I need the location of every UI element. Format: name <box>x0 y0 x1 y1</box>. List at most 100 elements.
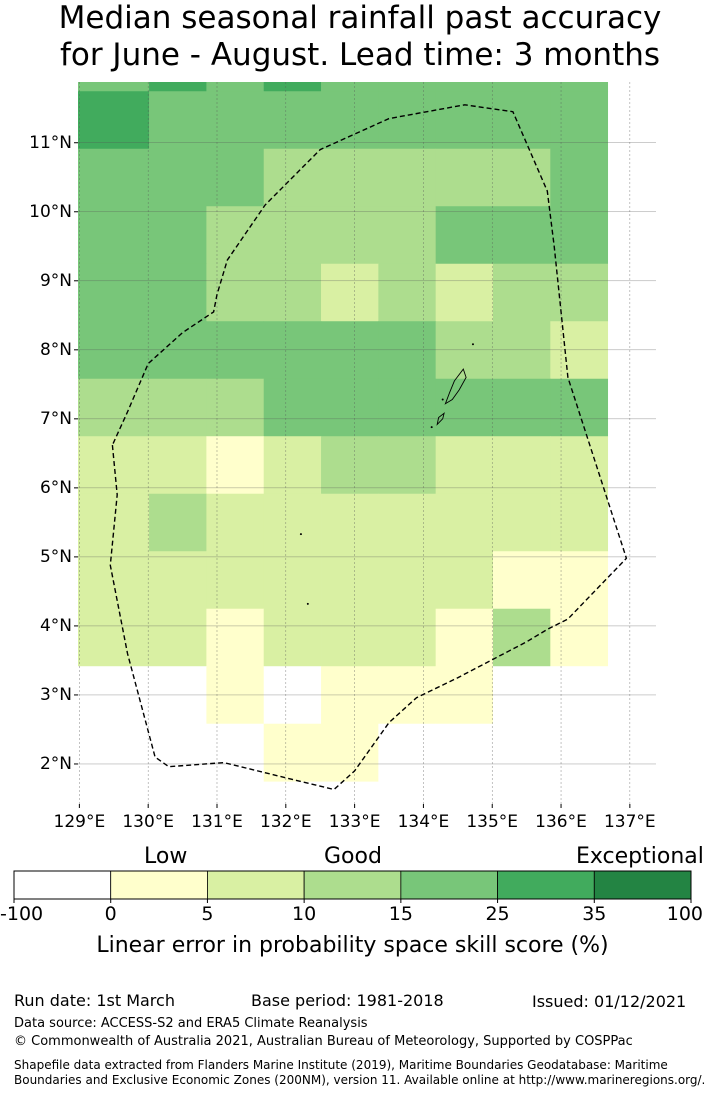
colorbar-header-low: Low <box>144 844 188 869</box>
grid-cell <box>78 263 150 322</box>
grid-cell <box>263 206 322 265</box>
islet-dot <box>471 343 474 346</box>
grid-cell <box>149 206 207 265</box>
grid-cell <box>435 148 494 207</box>
eez-boundary <box>109 104 628 791</box>
grid-cell <box>149 378 207 437</box>
lon-tick-label: 130°E <box>122 812 175 832</box>
grid-cell <box>263 321 322 380</box>
grid-cell <box>78 206 150 265</box>
lon-tick-label: 135°E <box>466 812 519 832</box>
axis-ticks <box>74 142 631 808</box>
grid-cell <box>435 493 494 552</box>
grid-cell <box>206 148 265 207</box>
grid-cell <box>149 82 207 92</box>
grid-cell <box>78 608 150 667</box>
grid-cell <box>550 263 609 322</box>
base-period: Base period: 1981-2018 <box>251 991 444 1010</box>
grid-cell <box>378 723 437 782</box>
grid-cell <box>493 0 551 34</box>
grid-cell <box>206 551 265 610</box>
grid-cell <box>264 0 322 34</box>
grid-cell <box>149 493 207 552</box>
grid-cell <box>550 91 609 150</box>
lat-tick-label: 11°N <box>29 132 72 153</box>
grid-cell <box>321 206 379 265</box>
grid-cell <box>321 551 379 610</box>
grid-cell <box>321 378 379 437</box>
grid-cell <box>435 723 494 782</box>
grid-cell <box>435 551 494 610</box>
grid-cell <box>321 723 379 782</box>
colorbar-frame <box>13 870 692 900</box>
grid-cell <box>378 493 437 552</box>
lat-tick-label: 7°N <box>39 408 72 429</box>
shapefile-credit-line-1: Shapefile data extracted from Flanders M… <box>14 1058 668 1072</box>
grid-cell <box>263 436 322 495</box>
colorbar-header-good: Good <box>324 844 382 869</box>
grid-cell <box>550 321 609 380</box>
grid-cell <box>492 263 551 322</box>
grid-cell <box>321 263 379 322</box>
grid-cell <box>263 91 322 150</box>
grid-cell <box>492 82 551 92</box>
grid-cell <box>206 0 264 34</box>
grid-cell <box>492 436 551 495</box>
lon-tick-label: 132°E <box>259 812 312 832</box>
grid-cell <box>435 608 494 667</box>
grid-cell <box>435 436 494 495</box>
grid-cell <box>321 608 379 667</box>
grid-cell <box>435 82 494 92</box>
grid-cell <box>321 321 379 380</box>
grid-cell <box>550 378 609 437</box>
lon-tick-label: 134°E <box>397 812 450 832</box>
grid-cell <box>492 378 551 437</box>
colorbar-segment <box>303 870 402 900</box>
grid-cell <box>550 723 609 782</box>
grid-cell <box>206 206 265 265</box>
grid-cell <box>550 0 608 34</box>
grid-cell <box>492 493 551 552</box>
grid-cell <box>78 723 150 782</box>
run-date: Run date: 1st March <box>14 991 175 1010</box>
grid-cell <box>149 263 207 322</box>
grid-cell <box>206 436 265 495</box>
grid-cell <box>492 723 551 782</box>
grid-cell <box>378 91 437 150</box>
grid-cell <box>149 321 207 380</box>
colorbar-segment <box>497 870 595 900</box>
lon-tick-label: 129°E <box>53 812 106 832</box>
grid-cell <box>492 321 551 380</box>
lat-lon-gridlines <box>78 82 656 804</box>
colorbar-segment <box>207 870 305 900</box>
lat-tick-label: 3°N <box>39 684 72 705</box>
data-source: Data source: ACCESS-S2 and ERA5 Climate … <box>14 1016 368 1031</box>
colorbar-tick-label: -100 <box>0 903 44 925</box>
grid-cell <box>149 91 207 150</box>
issued-date: Issued: 01/12/2021 <box>532 992 687 1011</box>
grid-cell <box>378 263 437 322</box>
colorbar-segment <box>593 870 692 900</box>
lat-tick-label: 4°N <box>39 615 72 636</box>
grid-cell <box>149 551 207 610</box>
grid-cell <box>149 0 207 34</box>
grid-cell <box>321 148 379 207</box>
grid-cell <box>206 91 265 150</box>
grid-cell <box>378 0 436 34</box>
grid-cell <box>435 206 494 265</box>
grid-cell <box>263 608 322 667</box>
grid-cell <box>550 148 609 207</box>
grid-cell <box>492 551 551 610</box>
lat-tick-label: 10°N <box>29 201 72 222</box>
islet-dot <box>299 533 302 536</box>
islet-dot <box>430 426 433 429</box>
island-outline <box>444 368 467 405</box>
grid-cell <box>206 321 265 380</box>
grid-cell <box>435 91 494 150</box>
lat-tick-label: 5°N <box>39 546 72 567</box>
grid-cell <box>78 148 150 207</box>
grid-cell <box>492 206 551 265</box>
grid-cell <box>78 321 150 380</box>
grid-cell <box>378 206 437 265</box>
island-outline <box>436 412 445 426</box>
